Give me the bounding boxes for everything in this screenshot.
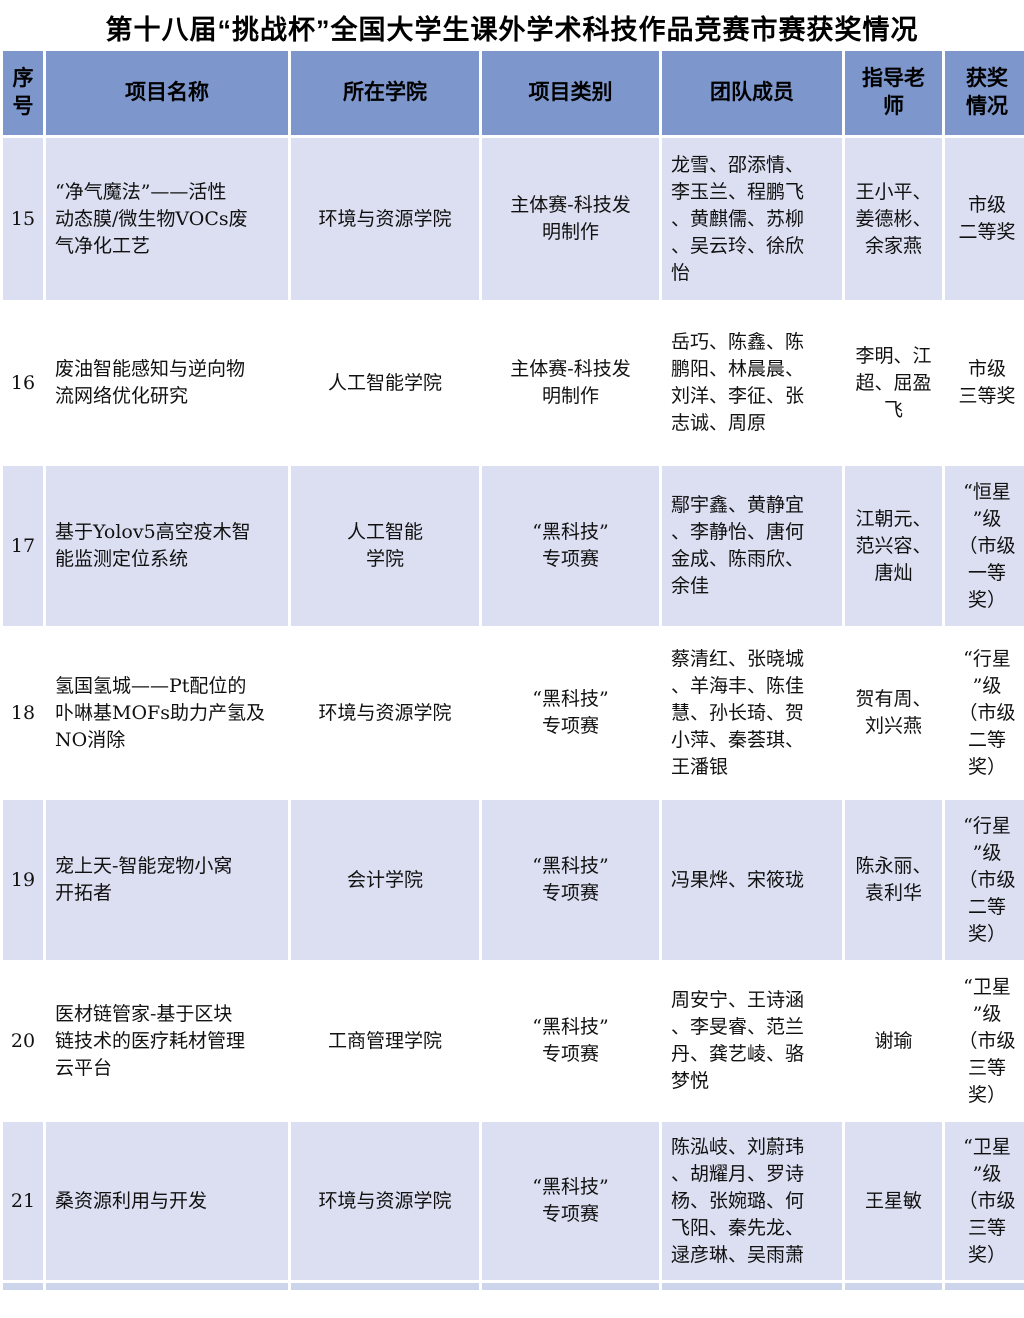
- cell-members: 龙雪、邵添情、 李玉兰、程鹏飞 、黄麒儒、苏柳 、吴云玲、徐欣 怡: [662, 138, 842, 301]
- cell-award: “行星 ”级 （市级 二等 奖）: [945, 629, 1024, 798]
- col-header-category: 项目类别: [482, 51, 659, 136]
- cell-category: “黑科技” 专项赛: [482, 1122, 659, 1281]
- cell-college: 人工智能 学院: [291, 466, 479, 627]
- cell-serial: 19: [3, 800, 43, 961]
- table-row: 15 “净气魔法”——活性 动态膜/微生物VOCs废 气净化工艺 环境与资源学院…: [3, 138, 1024, 301]
- cell-partial: [662, 1283, 842, 1291]
- col-header-award: 获奖 情况: [945, 51, 1024, 136]
- cell-advisors: 江朝元、 范兴容、 唐灿: [845, 466, 942, 627]
- cell-members: 蔡清红、张晓城 、羊海丰、陈佳 慧、孙长琦、贺 小萍、秦荟琪、 王潘银: [662, 629, 842, 798]
- col-header-advisor: 指导老 师: [845, 51, 942, 136]
- cell-award: “卫星 ”级 （市级 三等 奖）: [945, 963, 1024, 1120]
- cell-award: “恒星 ”级 （市级 一等 奖）: [945, 466, 1024, 627]
- cell-award: “卫星 ”级 （市级 三等 奖）: [945, 1122, 1024, 1281]
- cell-project-name: “净气魔法”——活性 动态膜/微生物VOCs废 气净化工艺: [46, 138, 288, 301]
- cell-advisors: 王小平、 姜德彬、 余家燕: [845, 138, 942, 301]
- cell-partial: [845, 1283, 942, 1291]
- cell-award: 市级 二等奖: [945, 138, 1024, 301]
- cell-serial: 17: [3, 466, 43, 627]
- col-header-members: 团队成员: [662, 51, 842, 136]
- cell-members: 陈泓岐、刘蔚玮 、胡耀月、罗诗 杨、张婉璐、何 飞阳、秦先龙、 逯彦琳、吴雨萧: [662, 1122, 842, 1281]
- cell-members: 冯果烨、宋筱珑: [662, 800, 842, 961]
- table-row: 17 基于Yolov5高空疫木智 能监测定位系统 人工智能 学院 “黑科技” 专…: [3, 466, 1024, 627]
- cell-serial: 20: [3, 963, 43, 1120]
- cell-category: “黑科技” 专项赛: [482, 629, 659, 798]
- cell-award: 市级 三等奖: [945, 303, 1024, 464]
- table-row-partial-next: [3, 1283, 1024, 1291]
- cell-advisors: 王星敏: [845, 1122, 942, 1281]
- cell-project-name: 宠上天-智能宠物小窝 开拓者: [46, 800, 288, 961]
- cell-project-name: 医材链管家-基于区块 链技术的医疗耗材管理 云平台: [46, 963, 288, 1120]
- cell-award: “行星 ”级 （市级 二等 奖）: [945, 800, 1024, 961]
- header-row: 序 号 项目名称 所在学院 项目类别 团队成员 指导老 师 获奖 情况: [3, 51, 1024, 136]
- table-row: 20 医材链管家-基于区块 链技术的医疗耗材管理 云平台 工商管理学院 “黑科技…: [3, 963, 1024, 1120]
- cell-advisors: 陈永丽、 袁利华: [845, 800, 942, 961]
- cell-college: 会计学院: [291, 800, 479, 961]
- awards-table: 序 号 项目名称 所在学院 项目类别 团队成员 指导老 师 获奖 情况 15 “…: [0, 48, 1024, 1293]
- cell-members: 鄢宇鑫、黄静宜 、李静怡、唐何 金成、陈雨欣、 余佳: [662, 466, 842, 627]
- cell-category: “黑科技” 专项赛: [482, 800, 659, 961]
- col-header-serial: 序 号: [3, 51, 43, 136]
- table-row: 16 废油智能感知与逆向物 流网络优化研究 人工智能学院 主体赛-科技发 明制作…: [3, 303, 1024, 464]
- cell-college: 环境与资源学院: [291, 1122, 479, 1281]
- cell-partial: [3, 1283, 43, 1291]
- table-row: 19 宠上天-智能宠物小窝 开拓者 会计学院 “黑科技” 专项赛 冯果烨、宋筱珑…: [3, 800, 1024, 961]
- col-header-college: 所在学院: [291, 51, 479, 136]
- cell-college: 人工智能学院: [291, 303, 479, 464]
- cell-project-name: 废油智能感知与逆向物 流网络优化研究: [46, 303, 288, 464]
- cell-project-name: 桑资源利用与开发: [46, 1122, 288, 1281]
- cell-advisors: 贺有周、 刘兴燕: [845, 629, 942, 798]
- table-row: 18 氢国氢城——Pt配位的 卟啉基MOFs助力产氢及 NO消除 环境与资源学院…: [3, 629, 1024, 798]
- cell-college: 环境与资源学院: [291, 629, 479, 798]
- cell-project-name: 氢国氢城——Pt配位的 卟啉基MOFs助力产氢及 NO消除: [46, 629, 288, 798]
- cell-partial: [482, 1283, 659, 1291]
- cell-partial: [291, 1283, 479, 1291]
- cell-serial: 21: [3, 1122, 43, 1281]
- col-header-name: 项目名称: [46, 51, 288, 136]
- cell-category: 主体赛-科技发 明制作: [482, 303, 659, 464]
- cell-category: 主体赛-科技发 明制作: [482, 138, 659, 301]
- cell-college: 工商管理学院: [291, 963, 479, 1120]
- cell-advisors: 李明、江 超、屈盈 飞: [845, 303, 942, 464]
- cell-project-name: 基于Yolov5高空疫木智 能监测定位系统: [46, 466, 288, 627]
- cell-category: “黑科技” 专项赛: [482, 466, 659, 627]
- page-title: 第十八届“挑战杯”全国大学生课外学术科技作品竞赛市赛获奖情况: [105, 15, 919, 45]
- cell-partial: [46, 1283, 288, 1291]
- cell-serial: 16: [3, 303, 43, 464]
- cell-partial: [945, 1283, 1024, 1291]
- cell-college: 环境与资源学院: [291, 138, 479, 301]
- table-row: 21 桑资源利用与开发 环境与资源学院 “黑科技” 专项赛 陈泓岐、刘蔚玮 、胡…: [3, 1122, 1024, 1281]
- cell-category: “黑科技” 专项赛: [482, 963, 659, 1120]
- cell-serial: 18: [3, 629, 43, 798]
- cell-serial: 15: [3, 138, 43, 301]
- cell-advisors: 谢瑜: [845, 963, 942, 1120]
- cell-members: 周安宁、王诗涵 、李旻睿、范兰 丹、龚艺崚、骆 梦悦: [662, 963, 842, 1120]
- cell-members: 岳巧、陈鑫、陈 鹏阳、林晨晨、 刘洋、李征、张 志诚、周原: [662, 303, 842, 464]
